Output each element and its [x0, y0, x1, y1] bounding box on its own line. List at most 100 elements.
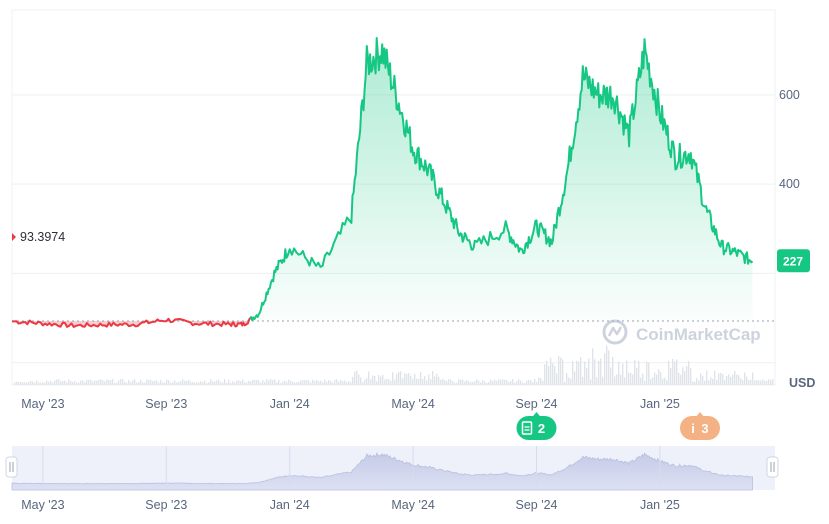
volume-bar [524, 383, 526, 385]
volume-bar [446, 381, 448, 385]
volume-bar [138, 382, 140, 385]
volume-bar [654, 372, 656, 385]
x-tick-label: Jan '24 [270, 397, 310, 411]
volume-bar [292, 381, 294, 385]
volume-bar [530, 380, 532, 385]
volume-bar [62, 381, 64, 385]
volume-bar [176, 382, 178, 385]
volume-bar [232, 381, 234, 385]
volume-bar [762, 379, 764, 385]
event-count-label: 3 [701, 421, 708, 436]
volume-bar [720, 373, 722, 385]
volume-bar [700, 373, 702, 385]
volume-bar [572, 361, 574, 385]
volume-bar [660, 372, 662, 385]
volume-bar [678, 372, 680, 385]
volume-bar [166, 379, 168, 385]
currency-label: USD [789, 376, 815, 390]
volume-bar [354, 371, 356, 385]
volume-bar [674, 361, 676, 385]
volume-bar [410, 375, 412, 385]
volume-bar [744, 372, 746, 385]
navigator-left-handle[interactable] [5, 456, 18, 478]
volume-bar [246, 382, 248, 385]
volume-bar [264, 381, 266, 385]
volume-bar [602, 376, 604, 385]
volume-bar [516, 381, 518, 385]
volume-bar [158, 382, 160, 385]
volume-bar [736, 374, 738, 385]
volume-bar [152, 381, 154, 385]
volume-bar [360, 377, 362, 385]
volume-bar [758, 380, 760, 385]
volume-bar [520, 380, 522, 385]
volume-bar [104, 381, 106, 385]
volume-bar [600, 358, 602, 385]
navigator-right-handle[interactable] [766, 456, 779, 478]
volume-bar [476, 379, 478, 385]
volume-bar [64, 380, 66, 385]
volume-bar [586, 367, 588, 385]
volume-bar [414, 373, 416, 385]
volume-bar [542, 380, 544, 385]
event-marker[interactable]: 2 [516, 412, 557, 440]
volume-bar [434, 376, 436, 385]
volume-bar [628, 372, 630, 385]
volume-bar [48, 381, 50, 385]
volume-bar [134, 379, 136, 385]
volume-bar [424, 375, 426, 385]
volume-bar [162, 382, 164, 385]
baseline-marker: 93.3974 [12, 230, 65, 244]
volume-bar [328, 380, 330, 385]
volume-bar [450, 379, 452, 385]
y-tick-label: 400 [779, 177, 800, 191]
volume-bar [202, 381, 204, 385]
volume-bar [384, 379, 386, 385]
volume-bar [608, 350, 610, 385]
volume-bar [358, 374, 360, 385]
volume-bar [746, 376, 748, 385]
volume-bar [562, 359, 564, 385]
volume-bar [406, 373, 408, 385]
volume-bar [184, 380, 186, 385]
volume-bar [240, 381, 242, 385]
volume-bar [306, 380, 308, 385]
volume-bar [92, 381, 94, 385]
volume-bar [372, 375, 374, 385]
volume-bar [310, 382, 312, 385]
volume-bar [482, 380, 484, 385]
volume-bar [216, 380, 218, 385]
volume-bar [580, 357, 582, 385]
current-price-label: 227 [783, 254, 803, 268]
range-navigator[interactable] [5, 446, 779, 491]
y-tick-label: 600 [779, 88, 800, 102]
volume-bar [552, 363, 554, 385]
volume-bar [180, 381, 182, 385]
volume-bar [122, 379, 124, 385]
volume-bar [352, 376, 354, 385]
navigator-series [11, 452, 753, 491]
volume-bar [614, 376, 616, 385]
volume-bar [60, 381, 62, 385]
volume-bar [206, 383, 208, 385]
volume-bar [578, 361, 580, 385]
volume-bar [392, 372, 394, 385]
volume-bar [320, 380, 322, 385]
volume-bar [144, 382, 146, 385]
volume-bar [458, 379, 460, 385]
event-badge [680, 416, 720, 440]
volume-bar [540, 378, 542, 385]
volume-bar [266, 379, 268, 385]
volume-bar [150, 379, 152, 385]
volume-bar [456, 382, 458, 385]
volume-bar [44, 382, 46, 385]
watermark-text: CoinMarketCap [636, 325, 761, 344]
volume-bar [710, 377, 712, 385]
volume-bar [58, 379, 60, 385]
volume-bar [212, 381, 214, 385]
volume-bar [54, 380, 56, 385]
volume-bar [522, 382, 524, 385]
volume-bar [486, 382, 488, 385]
